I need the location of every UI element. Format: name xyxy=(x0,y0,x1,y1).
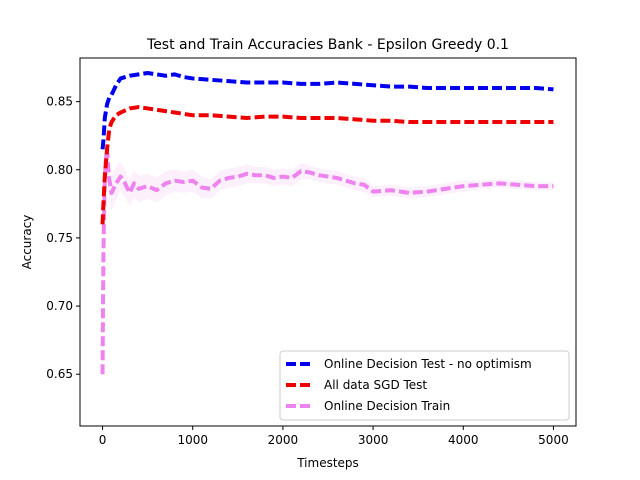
plot-frame xyxy=(79,57,577,427)
legend-label: All data SGD Test xyxy=(324,378,427,392)
x-tick-label: 2000 xyxy=(268,433,299,447)
chart-title: Test and Train Accuracies Bank - Epsilon… xyxy=(146,37,509,53)
y-axis-label: Accuracy xyxy=(20,215,34,270)
y-tick-label: 0.85 xyxy=(46,95,73,109)
plot-area xyxy=(100,70,554,416)
x-tick-label: 5000 xyxy=(538,433,569,447)
series-line xyxy=(100,70,554,150)
x-tick-label: 3000 xyxy=(358,433,389,447)
series-line xyxy=(100,105,554,225)
x-axis-label: Timesteps xyxy=(296,456,359,470)
x-tick-label: 4000 xyxy=(448,433,479,447)
x-axis: 0 1000 2000 3000 4000 5000 xyxy=(99,426,569,447)
legend-label: Online Decision Test - no optimism xyxy=(324,357,532,371)
x-tick-label: 1000 xyxy=(177,433,208,447)
x-tick-label: 0 xyxy=(99,433,107,447)
y-tick-label: 0.75 xyxy=(46,231,73,245)
y-axis: 0.65 0.70 0.75 0.80 0.85 xyxy=(46,95,80,381)
y-tick-label: 0.65 xyxy=(46,367,73,381)
legend-frame xyxy=(279,350,570,421)
confidence-band xyxy=(102,124,554,416)
y-tick-label: 0.80 xyxy=(46,163,73,177)
legend-label: Online Decision Train xyxy=(324,399,450,413)
series-lines xyxy=(100,70,554,375)
confidence-bands xyxy=(102,124,554,416)
y-tick-label: 0.70 xyxy=(46,299,73,313)
series-line xyxy=(100,147,554,375)
legend: Online Decision Test - no optimism All da… xyxy=(279,350,570,421)
